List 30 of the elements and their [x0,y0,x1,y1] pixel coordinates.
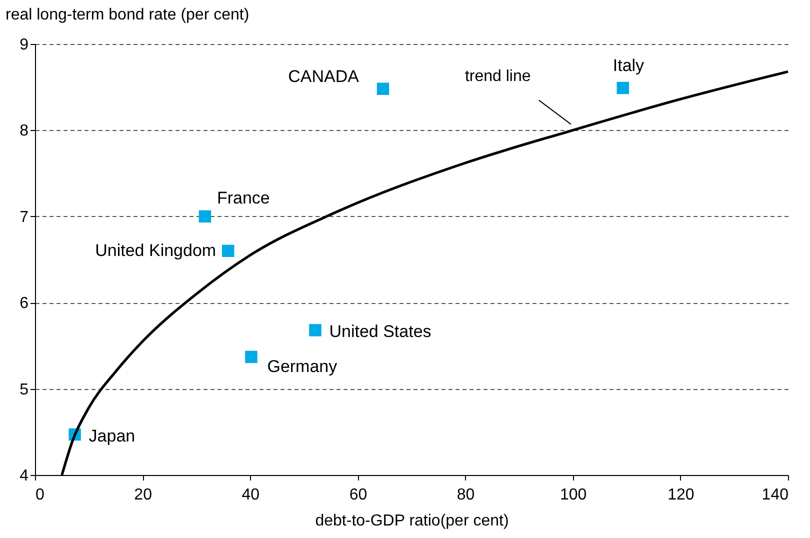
y-axis-title: real long-term bond rate (per cent) [6,6,250,24]
series-label: Italy [612,56,645,75]
series-label: CANADA [288,66,360,86]
point [245,350,258,364]
y-tick-label: 6 [20,295,29,312]
series-label: United Kingdom [95,240,216,260]
x-tick-label: 40 [242,486,260,504]
point [222,244,234,258]
series-label: Japan [88,426,136,446]
point [616,82,629,94]
y-tick-label: 8 [20,122,29,140]
x-tick-label: 100 [560,486,587,504]
x-tick-label: 20 [134,486,152,504]
x-tick-label: 80 [456,486,475,504]
y-tick-label: 5 [20,381,29,398]
x-tick-label: 140 [762,486,789,504]
y-tick-label: 7 [20,208,29,226]
x-tick-label: 0 [36,486,44,504]
series-label: Germany [267,356,338,376]
x-tick-label: 60 [349,486,368,504]
point [376,82,390,95]
x-tick-label: 120 [668,486,694,504]
x-axis-title: debt-to-GDP ratio(per cent) [315,512,509,530]
series-label: France [216,188,270,208]
annotation: trend line [464,68,531,86]
y-tick-label: 9 [20,36,29,54]
y-tick-label: 4 [20,468,29,484]
point [198,210,212,223]
point [309,324,322,336]
series-label: United States [329,322,432,342]
